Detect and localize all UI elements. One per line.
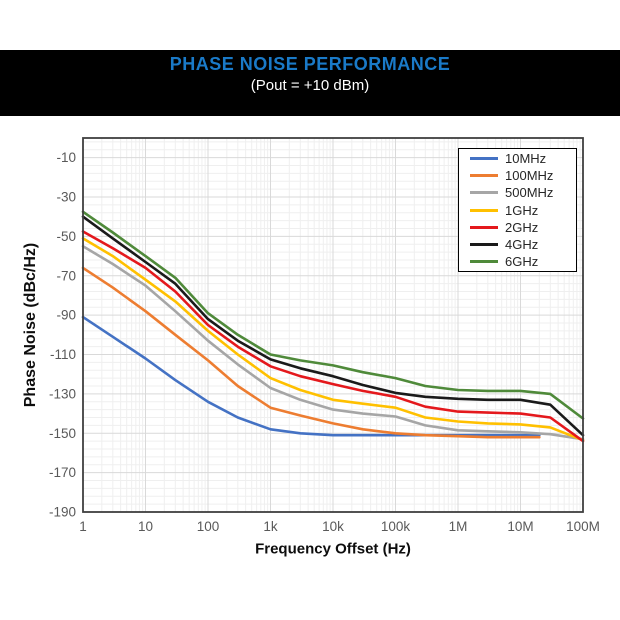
legend-item-6GHz: 6GHz: [459, 254, 576, 270]
legend-label: 1GHz: [505, 202, 539, 218]
x-tick-label: 100M: [566, 519, 600, 534]
legend-label: 2GHz: [505, 219, 539, 235]
legend-swatch-500MHz: [470, 191, 498, 195]
legend-swatch-10MHz: [470, 156, 498, 160]
y-tick-label: -190: [49, 505, 76, 520]
title-banner: PHASE NOISE PERFORMANCE (Pout = +10 dBm): [0, 50, 620, 116]
y-tick-label: -90: [56, 308, 76, 323]
y-axis-title: Phase Noise (dBc/Hz): [22, 242, 39, 408]
y-tick-label: -30: [56, 190, 76, 205]
x-tick-label: 100: [197, 519, 220, 534]
series-2GHz-line: [81, 230, 585, 443]
series-4GHz-line: [81, 215, 585, 437]
legend-item-4GHz: 4GHz: [459, 237, 576, 253]
legend-label: 100MHz: [505, 168, 554, 183]
legend-label: 10MHz: [505, 150, 547, 166]
legend-item-2GHz: 2GHz: [459, 219, 576, 235]
x-tick-label: 1k: [263, 519, 278, 534]
chart-subtitle: (Pout = +10 dBm): [250, 77, 370, 94]
x-axis-title: Frequency Offset (Hz): [255, 540, 411, 558]
legend-swatch-2GHz: [470, 225, 498, 229]
y-tick-label: -170: [49, 465, 76, 480]
x-tick-label: 1M: [449, 519, 468, 534]
legend-item-100MHz: 100MHz: [459, 168, 576, 184]
x-tick-label: 100k: [381, 519, 411, 534]
legend-label: 6GHz: [505, 254, 539, 270]
y-tick-label: -50: [56, 229, 76, 244]
series-100MHz-line: [81, 266, 541, 439]
legend-label: 500MHz: [505, 185, 554, 201]
series-1GHz-line: [81, 237, 585, 442]
y-tick-label: -70: [56, 268, 76, 283]
legend-item-1GHz: 1GHz: [459, 202, 576, 218]
y-tick-label: -10: [56, 150, 76, 165]
legend-swatch-1GHz: [470, 208, 498, 212]
chart-title: PHASE NOISE PERFORMANCE: [169, 54, 451, 74]
legend-swatch-4GHz: [470, 243, 498, 246]
y-tick-label: -130: [49, 386, 76, 401]
legend-item-10MHz: 10MHz: [459, 150, 576, 166]
x-tick-label: 10M: [507, 519, 533, 534]
legend: 10MHz 100MHz 500MHz 1GHz 2GHz 4GHz 6GHz: [458, 148, 577, 272]
major-gridlines: [83, 138, 583, 512]
y-tick-label: -110: [50, 347, 76, 362]
y-tick-label: -150: [49, 426, 76, 441]
legend-item-500MHz: 500MHz: [459, 185, 576, 201]
x-tick-label: 1: [79, 519, 87, 534]
legend-swatch-100MHz: [470, 174, 498, 177]
series-500MHz-line: [81, 245, 585, 441]
legend-swatch-6GHz: [470, 260, 498, 264]
x-tick-labels: 1 10 100 1k 10k 100k 1M 10M 100M: [79, 519, 600, 534]
legend-label: 4GHz: [505, 237, 539, 252]
x-tick-label: 10k: [322, 519, 344, 534]
y-tick-labels: -10 -30 -50 -70 -90 -110 -130 -150 -170 -190: [49, 150, 76, 519]
series-lines: [81, 210, 585, 443]
plot-border: [82, 137, 584, 513]
series-6GHz-line: [81, 210, 585, 420]
x-tick-label: 10: [138, 519, 153, 534]
